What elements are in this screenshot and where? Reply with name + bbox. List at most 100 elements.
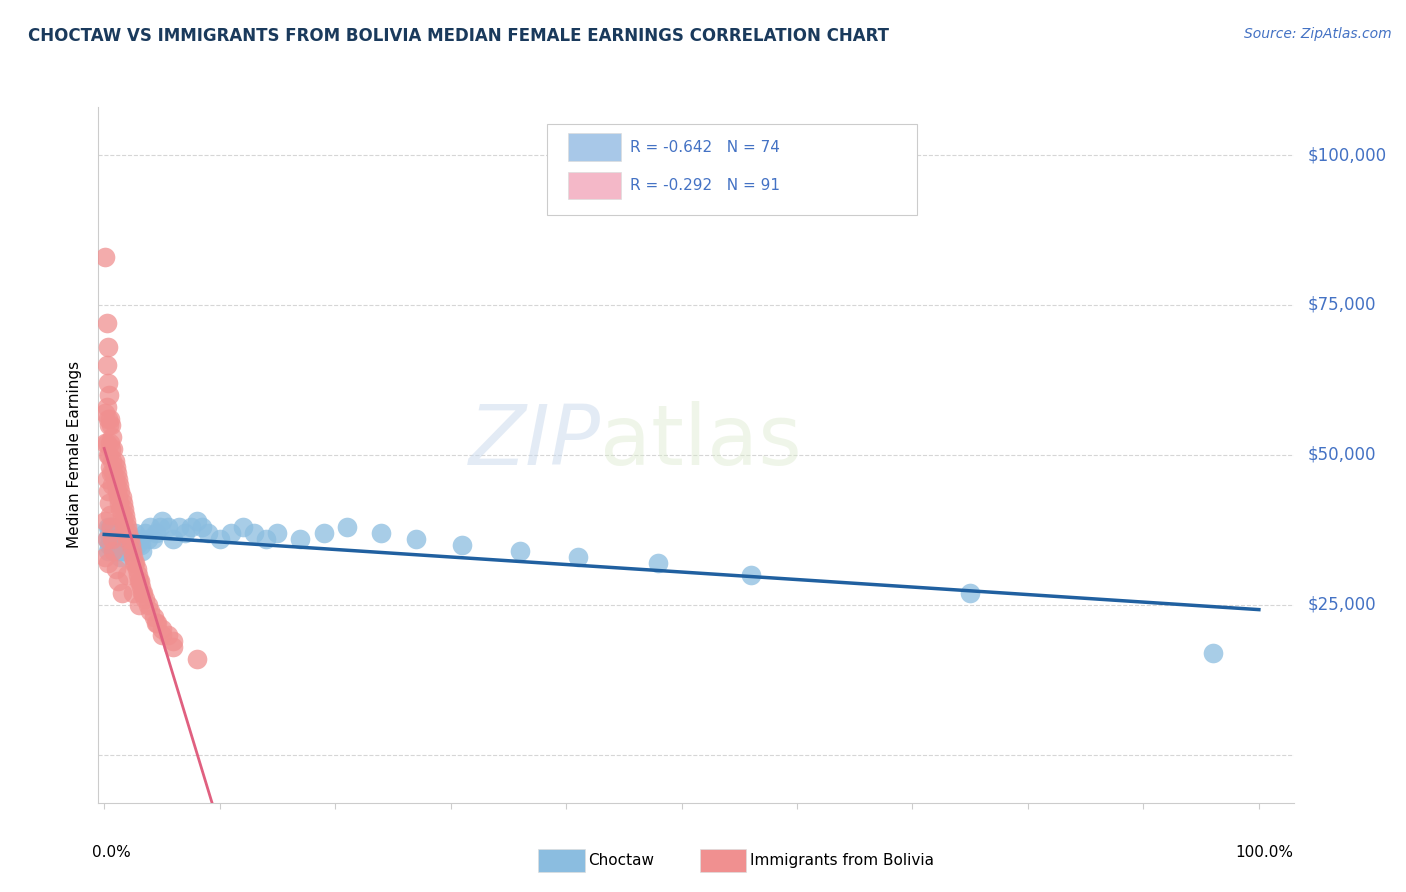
Point [129, 580, 152, 594]
Point [290, 532, 312, 546]
Point [108, 496, 131, 510]
Point [97, 556, 120, 570]
Point [100, 466, 122, 480]
Point [509, 544, 531, 558]
Point [96, 436, 118, 450]
Point [124, 525, 146, 540]
Point [112, 520, 135, 534]
Point [94, 250, 117, 264]
Point [97, 388, 120, 402]
Point [97, 412, 120, 426]
Point [103, 538, 125, 552]
Point [254, 532, 277, 546]
Point [97, 520, 120, 534]
Point [114, 525, 136, 540]
Point [110, 483, 132, 498]
Point [103, 472, 125, 486]
Point [97, 448, 120, 462]
Point [120, 544, 142, 558]
Point [117, 544, 139, 558]
Text: Choctaw: Choctaw [588, 853, 654, 868]
Point [107, 525, 129, 540]
Point [162, 532, 184, 546]
Text: 100.0%: 100.0% [1236, 845, 1294, 860]
Point [114, 538, 136, 552]
Point [122, 586, 145, 600]
Point [100, 538, 122, 552]
Text: Immigrants from Bolivia: Immigrants from Bolivia [749, 853, 934, 868]
Point [232, 520, 254, 534]
Point [104, 538, 127, 552]
Point [98, 508, 121, 522]
Point [110, 549, 132, 564]
Point [107, 472, 129, 486]
Point [146, 615, 169, 630]
Point [174, 525, 197, 540]
Point [103, 532, 125, 546]
Point [128, 598, 150, 612]
Point [186, 652, 208, 666]
Point [100, 442, 122, 456]
Point [105, 483, 128, 498]
Point [167, 520, 190, 534]
Point [112, 544, 135, 558]
Point [122, 549, 145, 564]
Point [567, 549, 589, 564]
Point [191, 520, 214, 534]
Point [97, 448, 120, 462]
Point [150, 622, 173, 636]
Point [312, 525, 335, 540]
Text: R = -0.642   N = 74: R = -0.642 N = 74 [630, 140, 780, 155]
Text: ZIP: ZIP [468, 401, 600, 482]
Point [100, 417, 122, 432]
Point [110, 544, 132, 558]
Point [97, 340, 120, 354]
Point [180, 520, 202, 534]
Point [128, 574, 150, 588]
Point [122, 556, 145, 570]
Point [103, 442, 125, 456]
Point [96, 472, 118, 486]
Point [125, 562, 148, 576]
Point [105, 532, 128, 546]
Point [100, 525, 122, 540]
Point [97, 525, 120, 540]
FancyBboxPatch shape [538, 848, 585, 872]
Point [128, 532, 150, 546]
Point [103, 544, 125, 558]
Point [96, 532, 118, 546]
Point [117, 567, 139, 582]
Point [186, 514, 208, 528]
Point [127, 567, 149, 582]
Point [101, 478, 124, 492]
Point [108, 544, 131, 558]
Point [145, 525, 167, 540]
Point [142, 610, 165, 624]
Point [110, 502, 132, 516]
Point [96, 358, 118, 372]
Point [96, 316, 118, 330]
Point [136, 532, 159, 546]
Point [243, 525, 266, 540]
Point [105, 466, 128, 480]
Point [118, 538, 141, 552]
Point [104, 459, 127, 474]
Point [117, 532, 139, 546]
Point [959, 586, 981, 600]
FancyBboxPatch shape [547, 124, 917, 215]
Point [125, 538, 148, 552]
FancyBboxPatch shape [568, 134, 620, 161]
Point [124, 556, 146, 570]
Point [405, 532, 427, 546]
Point [97, 483, 120, 498]
Y-axis label: Median Female Earnings: Median Female Earnings [67, 361, 83, 549]
Point [103, 525, 125, 540]
Point [150, 514, 173, 528]
Point [117, 525, 139, 540]
Point [162, 633, 184, 648]
Point [103, 454, 125, 468]
Point [122, 532, 145, 546]
Point [101, 430, 124, 444]
Point [104, 562, 127, 576]
Point [647, 556, 669, 570]
